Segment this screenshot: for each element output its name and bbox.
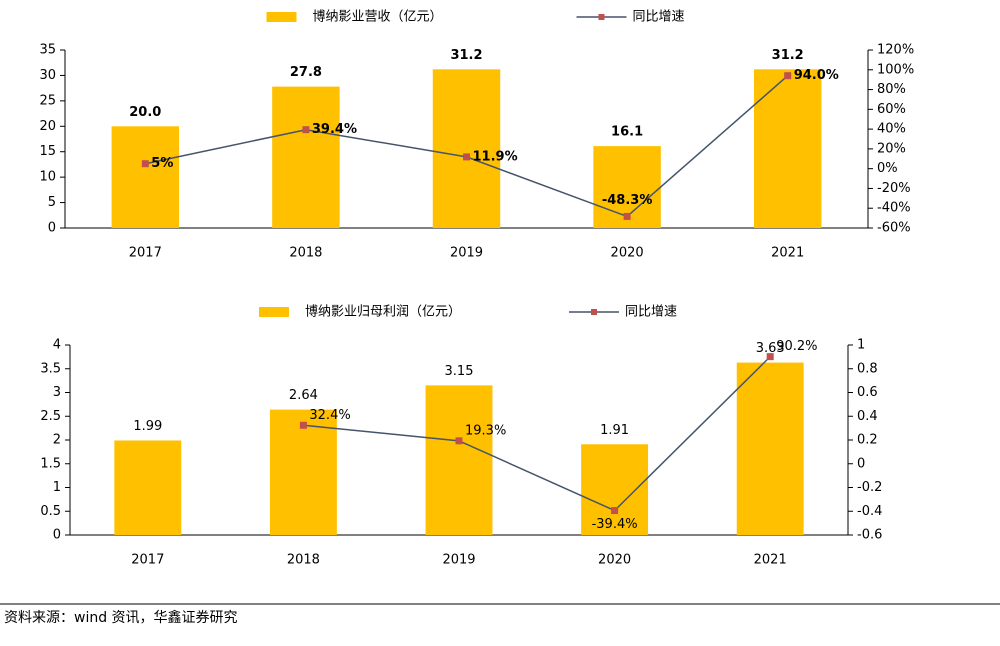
bar	[111, 126, 180, 228]
line-label: -39.4%	[592, 517, 638, 532]
bar-label: 1.99	[133, 419, 162, 434]
line-label: 94.0%	[794, 68, 839, 83]
bar-label: 3.15	[445, 364, 474, 379]
x-tick-label: 2020	[611, 246, 644, 261]
y-tick-label: 10	[39, 170, 56, 185]
y2-tick-label: -0.4	[857, 504, 882, 519]
line-marker	[302, 126, 310, 134]
y2-tick-label: -0.6	[857, 528, 882, 543]
line-label: 32.4%	[309, 408, 350, 423]
bar	[581, 444, 649, 535]
y2-tick-label: 0.6	[857, 385, 878, 400]
y2-tick-label: -20%	[877, 181, 911, 196]
y2-tick-label: 80%	[877, 82, 906, 97]
y-tick-label: 35	[39, 43, 56, 58]
bar-label: 3.63	[756, 341, 785, 356]
x-tick-label: 2020	[598, 553, 631, 568]
y2-tick-label: 0.8	[857, 361, 878, 376]
y-tick-label: 1.5	[40, 456, 61, 471]
y-tick-label: 30	[39, 68, 56, 83]
y-tick-label: 3.5	[40, 361, 61, 376]
line-marker	[299, 421, 307, 429]
x-tick-label: 2019	[442, 553, 475, 568]
legend-marker	[591, 309, 597, 315]
legend-swatch	[266, 12, 297, 22]
line-marker	[455, 437, 463, 445]
line-marker	[784, 72, 792, 80]
source: 资料来源：wind 资讯，华鑫证券研究	[4, 609, 238, 626]
bar	[432, 69, 501, 228]
bar-label: 16.1	[611, 125, 643, 140]
line	[303, 356, 771, 512]
line-label: 39.4%	[312, 122, 357, 137]
y2-tick-label: 0	[857, 456, 865, 471]
legend-label: 博纳影业营收（亿元）	[313, 10, 443, 25]
bar	[753, 69, 822, 228]
line-label: 90.2%	[776, 339, 817, 354]
y2-tick-label: 120%	[877, 43, 914, 58]
legend-swatch	[259, 307, 289, 317]
legend-label: 博纳影业归母利润（亿元）	[305, 305, 461, 320]
y2-tick-label: 60%	[877, 102, 906, 117]
x-tick-label: 2018	[289, 246, 322, 261]
bar	[736, 362, 804, 535]
y-tick-label: 2.5	[40, 409, 61, 424]
x-tick-label: 2017	[129, 246, 162, 261]
x-tick-label: 2019	[450, 246, 483, 261]
y2-tick-label: 100%	[877, 62, 914, 77]
line-marker	[623, 212, 631, 220]
line-label: 5%	[151, 156, 173, 171]
line-label: 11.9%	[473, 149, 518, 164]
line-label: 19.3%	[465, 423, 506, 438]
y-tick-label: 15	[39, 144, 56, 159]
bar-label: 2.64	[289, 388, 318, 403]
y-tick-label: 3	[53, 385, 61, 400]
y2-tick-label: -0.2	[857, 480, 882, 495]
line-marker	[141, 160, 149, 168]
line-marker	[463, 153, 470, 161]
bar-label: 20.0	[129, 105, 161, 120]
y2-tick-label: -40%	[877, 201, 911, 216]
x-tick-label: 2021	[771, 246, 804, 261]
line-marker	[611, 507, 619, 515]
y-tick-label: 1	[53, 480, 61, 495]
y2-tick-label: 0.2	[857, 433, 878, 448]
y2-tick-label: 0%	[877, 161, 898, 176]
y-tick-label: 0.5	[40, 504, 61, 519]
y-tick-label: 2	[53, 433, 61, 448]
bar-label: 27.8	[290, 65, 322, 80]
line-label: -48.3%	[602, 193, 653, 208]
legend-label: 同比增速	[633, 10, 685, 25]
y2-tick-label: 0.4	[857, 409, 878, 424]
y-tick-label: 20	[39, 119, 56, 134]
y2-tick-label: 20%	[877, 141, 906, 156]
y-tick-label: 5	[48, 195, 56, 210]
legend-label: 同比增速	[625, 305, 677, 320]
bar-label: 1.91	[600, 423, 629, 438]
bar-label: 31.2	[772, 48, 804, 63]
x-tick-label: 2018	[287, 553, 320, 568]
bar	[425, 385, 493, 535]
line-marker	[766, 353, 774, 361]
y2-tick-label: 40%	[877, 122, 906, 137]
x-tick-label: 2017	[131, 553, 164, 568]
y-tick-label: 0	[53, 528, 61, 543]
bar	[114, 440, 182, 535]
y2-tick-label: -60%	[877, 221, 911, 236]
bar	[272, 86, 340, 228]
y-tick-label: 4	[53, 338, 61, 353]
legend-marker	[598, 14, 605, 20]
bar	[269, 409, 337, 535]
y-tick-label: 25	[39, 93, 56, 108]
y-tick-label: 0	[48, 221, 56, 236]
bar-label: 31.2	[450, 48, 482, 63]
x-tick-label: 2021	[754, 553, 787, 568]
y2-tick-label: 1	[857, 338, 865, 353]
